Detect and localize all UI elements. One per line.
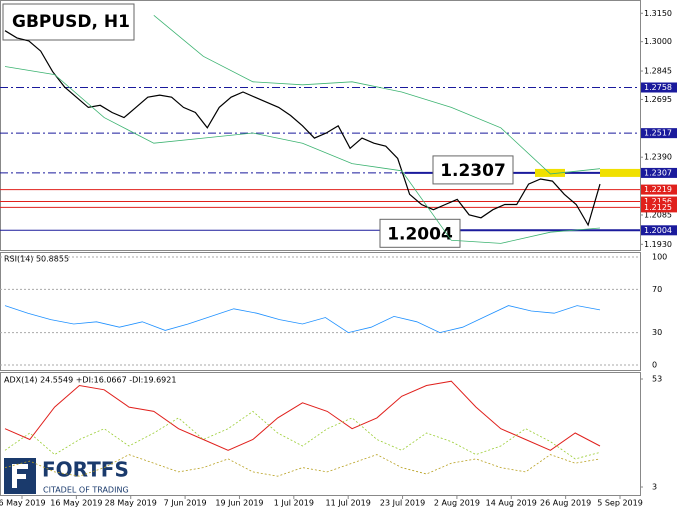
level-tag [641, 128, 677, 139]
highlight [600, 168, 640, 177]
series-line [4, 66, 601, 244]
level-tag-label: 1.2004 [644, 226, 672, 235]
y-tick-label: 1.1930 [644, 240, 672, 249]
level-tag [641, 196, 677, 207]
y-tick-label: 1.2390 [644, 153, 672, 162]
series-line [4, 410, 601, 460]
x-tick-label: 11 Jul 2019 [326, 499, 371, 508]
level-tag-label: 1.2125 [644, 203, 672, 212]
x-tick-label: 16 May 2019 [50, 499, 102, 508]
adx-frame [0, 372, 641, 496]
rsi-frame [0, 252, 641, 371]
title-box [2, 3, 135, 41]
y-tick-label: 1.2695 [644, 95, 672, 104]
level-tag [641, 167, 677, 178]
level-tag [641, 184, 677, 195]
level-tag-label: 1.2307 [644, 168, 672, 177]
level-tag [641, 225, 677, 236]
adx-label: ADX(14) 24.5549 +DI:16.0667 -DI:19.6921 [4, 376, 176, 385]
series-line [4, 305, 601, 334]
x-tick-label: 6 May 2019 [0, 499, 46, 508]
adx-tick-label: 53 [652, 375, 662, 384]
rsi-tick-label: 100 [652, 253, 667, 262]
level-tag [641, 202, 677, 213]
annotation-label: 1.2307 [440, 161, 506, 181]
level-tag [641, 82, 677, 93]
annotation-label: 1.2004 [387, 224, 453, 244]
level-tag-label: 1.2156 [644, 197, 672, 206]
x-tick-label: 19 Jun 2019 [215, 499, 263, 508]
y-tick-label: 1.3000 [644, 37, 672, 46]
price-frame [0, 0, 641, 251]
series-line [153, 14, 601, 175]
x-tick-label: 23 Jul 2019 [380, 499, 425, 508]
rsi-label: RSI(14) 50.8855 [4, 255, 69, 264]
series-line [4, 380, 601, 451]
x-tick-label: 1 Jul 2019 [274, 499, 314, 508]
level-tag-label: 1.2219 [644, 185, 672, 194]
level-tag-label: 1.2517 [644, 129, 672, 138]
x-tick-label: 28 May 2019 [105, 499, 157, 508]
logo-name: FORTFS [42, 458, 129, 482]
adx-tick-label: 3 [652, 483, 657, 492]
x-tick-label: 2 Aug 2019 [434, 499, 480, 508]
x-tick-label: 26 Aug 2019 [540, 499, 591, 508]
highlight [535, 168, 565, 177]
y-tick-label: 1.3150 [644, 9, 672, 18]
rsi-tick-label: 30 [652, 328, 662, 337]
annotation-box [432, 155, 514, 185]
rsi-tick-label: 0 [652, 361, 657, 370]
series-line [4, 454, 601, 477]
y-tick-label: 1.2845 [644, 67, 672, 76]
series-line [4, 30, 601, 227]
rsi-tick-label: 70 [652, 285, 662, 294]
chart-title: GBPUSD, H1 [12, 12, 130, 32]
x-tick-label: 5 Sep 2019 [597, 499, 643, 508]
logo: FORTFS CITADEL OF TRADING [4, 458, 129, 495]
logo-glyph [12, 464, 28, 488]
x-tick-label: 14 Aug 2019 [486, 499, 537, 508]
y-tick-label: 1.2085 [644, 210, 672, 219]
level-tag-label: 1.2758 [644, 83, 672, 92]
logo-tagline: CITADEL OF TRADING [43, 486, 129, 495]
x-tick-label: 7 Jun 2019 [164, 499, 207, 508]
